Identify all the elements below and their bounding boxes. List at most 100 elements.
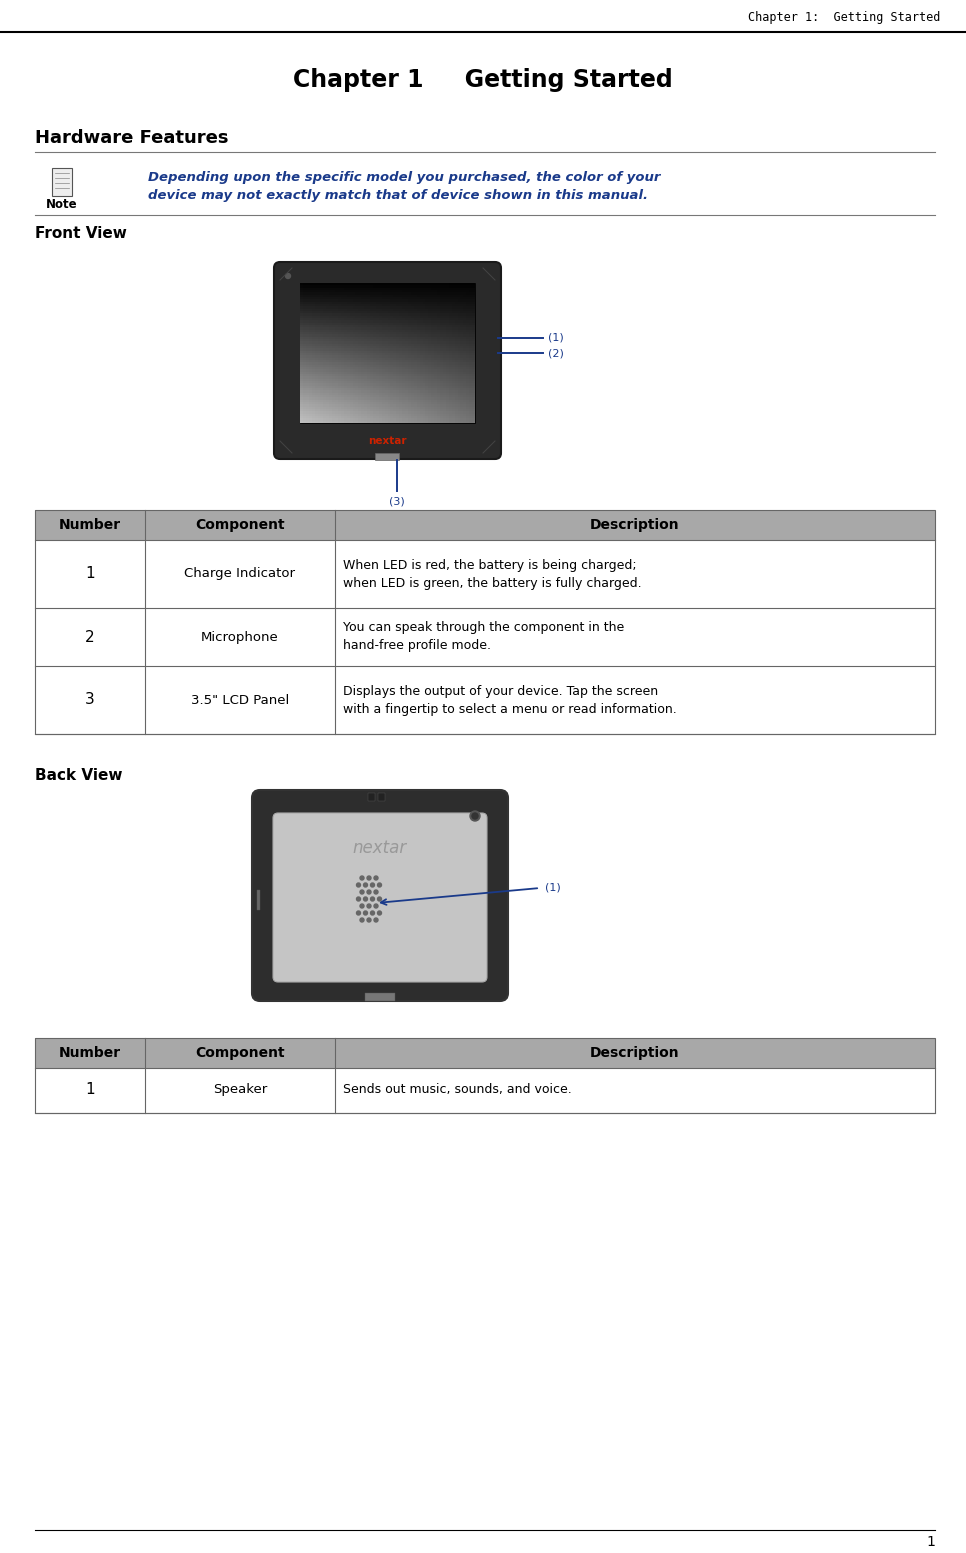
Bar <box>464 283 467 422</box>
Bar <box>300 329 475 332</box>
Circle shape <box>356 912 360 915</box>
Text: Chapter 1:  Getting Started: Chapter 1: Getting Started <box>748 11 940 25</box>
Text: 2: 2 <box>85 629 95 644</box>
Bar <box>35 509 935 540</box>
Bar <box>300 371 475 374</box>
Bar <box>300 413 475 416</box>
Bar <box>300 402 475 404</box>
Bar <box>461 283 464 422</box>
Bar <box>350 283 353 422</box>
Bar <box>300 412 475 413</box>
Circle shape <box>371 884 375 887</box>
Bar <box>437 283 440 422</box>
Bar <box>300 362 475 365</box>
Bar <box>472 283 475 422</box>
Circle shape <box>363 884 367 887</box>
Bar <box>300 309 475 311</box>
Bar <box>455 283 458 422</box>
Bar <box>300 374 475 376</box>
Circle shape <box>286 273 291 278</box>
Text: with a fingertip to select a menu or read information.: with a fingertip to select a menu or rea… <box>343 702 677 716</box>
Bar <box>300 360 475 362</box>
Bar <box>428 283 431 422</box>
Bar <box>347 283 350 422</box>
Circle shape <box>374 904 378 909</box>
Bar <box>440 283 443 422</box>
Circle shape <box>367 876 371 881</box>
Circle shape <box>360 904 364 909</box>
Bar <box>300 393 475 394</box>
Bar <box>300 295 475 297</box>
Bar <box>390 283 393 422</box>
Text: Description: Description <box>590 1047 680 1061</box>
Circle shape <box>356 898 360 901</box>
Bar <box>341 283 344 422</box>
FancyBboxPatch shape <box>274 262 501 460</box>
Bar <box>344 283 347 422</box>
Bar <box>257 890 260 910</box>
Bar <box>300 367 475 370</box>
Text: Depending upon the specific model you purchased, the color of your: Depending upon the specific model you pu… <box>148 171 661 185</box>
Bar <box>300 399 475 402</box>
Bar <box>300 343 475 346</box>
Bar <box>364 283 367 422</box>
Bar <box>458 283 461 422</box>
Bar <box>358 283 361 422</box>
Bar <box>399 283 402 422</box>
Text: Displays the output of your device. Tap the screen: Displays the output of your device. Tap … <box>343 685 658 697</box>
Bar <box>376 283 379 422</box>
Bar <box>300 339 475 342</box>
Bar <box>300 325 475 328</box>
Text: Hardware Features: Hardware Features <box>35 129 229 148</box>
Text: Number: Number <box>59 519 121 533</box>
Bar <box>300 334 475 337</box>
Bar <box>306 283 309 422</box>
Circle shape <box>371 912 375 915</box>
Text: (1): (1) <box>545 884 560 893</box>
Bar <box>393 283 396 422</box>
Text: device may not exactly match that of device shown in this manual.: device may not exactly match that of dev… <box>148 189 648 202</box>
Text: Component: Component <box>195 1047 285 1061</box>
Circle shape <box>367 904 371 909</box>
Text: When LED is red, the battery is being charged;: When LED is red, the battery is being ch… <box>343 559 637 572</box>
Bar <box>443 283 446 422</box>
Text: Number: Number <box>59 1047 121 1061</box>
Bar <box>300 283 475 422</box>
Text: Chapter 1     Getting Started: Chapter 1 Getting Started <box>293 68 673 92</box>
Bar <box>300 297 475 300</box>
Bar <box>300 314 475 315</box>
Bar <box>300 356 475 357</box>
Text: 3: 3 <box>85 693 95 708</box>
Text: Sends out music, sounds, and voice.: Sends out music, sounds, and voice. <box>343 1084 572 1096</box>
Bar <box>300 301 475 304</box>
Text: hand-free profile mode.: hand-free profile mode. <box>343 640 491 652</box>
Bar <box>416 283 419 422</box>
Text: nextar: nextar <box>353 839 407 857</box>
Bar <box>300 328 475 329</box>
Bar <box>300 384 475 385</box>
Bar <box>402 283 405 422</box>
Bar <box>387 283 390 422</box>
Circle shape <box>360 918 364 922</box>
Bar <box>327 283 329 422</box>
Bar <box>35 509 935 735</box>
Bar <box>300 337 475 339</box>
Bar <box>300 357 475 360</box>
Bar <box>300 332 475 334</box>
Bar <box>324 283 327 422</box>
Bar <box>300 283 475 286</box>
Bar <box>431 283 434 422</box>
Bar <box>355 283 358 422</box>
Circle shape <box>378 884 382 887</box>
Bar <box>300 416 475 418</box>
Text: Note: Note <box>46 197 78 211</box>
Bar <box>300 348 475 351</box>
FancyBboxPatch shape <box>52 168 72 196</box>
Bar <box>300 380 475 384</box>
Bar <box>300 365 475 367</box>
FancyBboxPatch shape <box>252 790 508 1002</box>
Text: (3): (3) <box>389 495 405 506</box>
Bar <box>300 421 475 422</box>
Bar <box>300 286 475 287</box>
Bar <box>35 1037 935 1114</box>
